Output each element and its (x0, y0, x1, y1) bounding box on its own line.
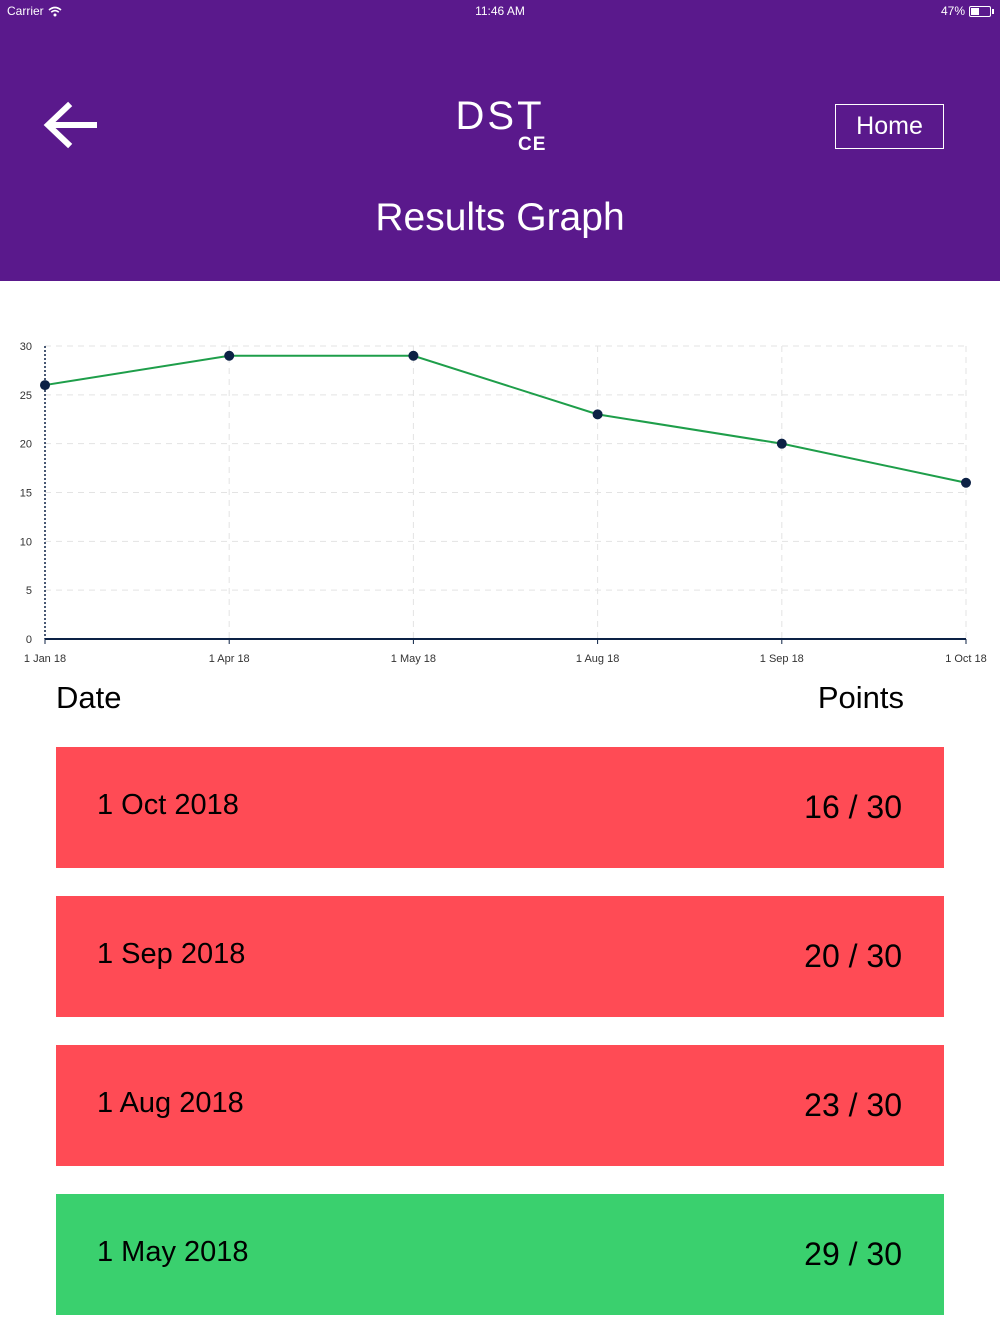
result-row[interactable]: 1 Aug 2018 23 / 30 (56, 1045, 944, 1166)
x-tick-label: 1 Aug 18 (576, 653, 619, 665)
results-chart-svg: 0 5 10 15 20 25 30 1 Jan 18 1 Apr 18 1 May 18 1 Au… (20, 341, 987, 665)
battery-icon (969, 5, 991, 17)
result-points: 20 / 30 (804, 938, 902, 974)
series-line (44, 354, 967, 484)
wifi-icon (48, 6, 62, 16)
y-tick-label: 15 (20, 488, 32, 500)
data-point (961, 477, 971, 488)
date-column-header: Date (56, 680, 122, 715)
status-carrier: Carrier (7, 4, 62, 18)
page-title: Results Graph (375, 196, 625, 239)
y-tick-label: 10 (20, 536, 32, 548)
data-point (408, 350, 419, 361)
app-header: Carrier 11:46 AM 47% DST CE Home Results… (0, 0, 1000, 281)
x-tick-label: 1 Sep 18 (760, 653, 804, 665)
result-row[interactable]: 1 May 2018 29 / 30 (56, 1194, 944, 1315)
y-tick-label: 20 (20, 439, 32, 451)
arrow-left-icon (43, 101, 97, 149)
home-button[interactable]: Home (835, 104, 944, 149)
x-tick-label: 1 May 18 (391, 653, 436, 665)
result-date: 1 Aug 2018 (97, 1087, 244, 1119)
result-points: 23 / 30 (804, 1087, 902, 1123)
battery-tip (992, 8, 994, 14)
results-list: 1 Oct 2018 16 / 30 1 Sep 2018 20 / 30 1 … (56, 747, 944, 1334)
data-point (40, 380, 50, 391)
ce-mark: CE (518, 134, 547, 155)
y-tick-label: 5 (26, 585, 32, 597)
results-chart: 0 5 10 15 20 25 30 1 Jan 18 1 Apr 18 1 May 18 1 Au… (0, 330, 1000, 675)
result-points: 29 / 30 (804, 1236, 902, 1272)
result-date: 1 May 2018 (97, 1236, 249, 1268)
data-point (776, 438, 787, 449)
x-tick-label: 1 Apr 18 (209, 653, 250, 665)
status-battery: 47% (941, 4, 994, 18)
battery-percent: 47% (940, 4, 965, 18)
result-date: 1 Sep 2018 (97, 938, 246, 970)
status-time: 11:46 AM (475, 4, 525, 18)
data-point (592, 409, 603, 420)
logo-text: DST (455, 94, 545, 138)
x-tick-label: 1 Jan 18 (24, 653, 66, 665)
y-tick-label: 25 (20, 390, 32, 402)
result-row[interactable]: 1 Oct 2018 16 / 30 (56, 747, 944, 868)
result-date: 1 Oct 2018 (97, 789, 239, 821)
carrier-label: Carrier (7, 4, 44, 18)
data-point (224, 350, 235, 361)
result-row[interactable]: 1 Sep 2018 20 / 30 (56, 896, 944, 1017)
app-logo: DST CE (0, 94, 1000, 155)
x-tick-label: 1 Oct 18 (945, 653, 987, 665)
points-column-header: Points (817, 680, 904, 715)
status-bar: Carrier 11:46 AM 47% (0, 0, 1000, 22)
result-points: 16 / 30 (804, 789, 902, 825)
y-tick-label: 30 (20, 341, 32, 353)
y-tick-label: 0 (26, 634, 32, 646)
back-button[interactable] (38, 94, 102, 156)
list-header: Date Points (56, 680, 904, 720)
